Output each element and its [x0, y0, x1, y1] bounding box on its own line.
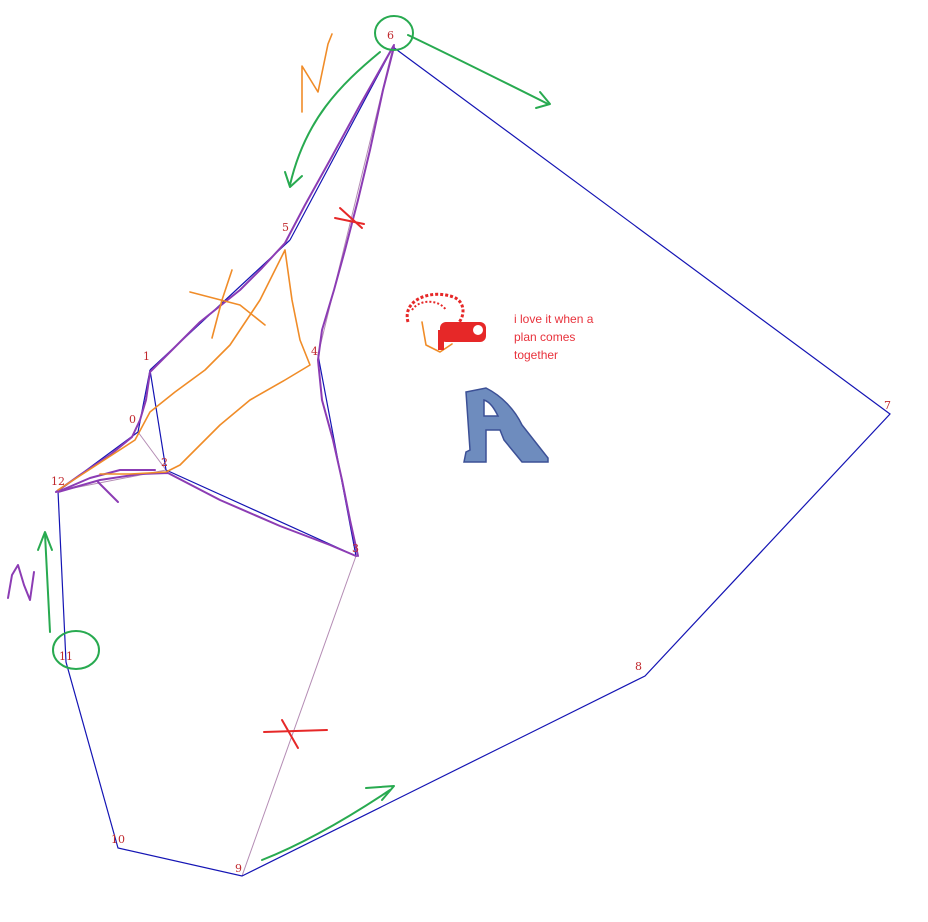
purple-trace-6-to-3: [317, 46, 395, 557]
vertex-label-4: 4: [311, 345, 318, 358]
vertex-label-7: 7: [884, 399, 891, 412]
red-crosses: [263, 207, 365, 749]
orange-trace-loop: [57, 249, 311, 491]
vertex-label-5: 5: [282, 221, 289, 234]
vertex-label-0: 0: [129, 413, 136, 426]
vertex-label-10: 10: [111, 833, 125, 846]
vertex-label-1: 1: [143, 350, 150, 363]
green-arrow-9-to-8: [261, 789, 391, 861]
blue-letter-a-icon: [463, 387, 549, 463]
vertex-labels: 0 1 2 3 4 5 6 7 8 9 10 11 12: [51, 29, 891, 875]
purple-traces: [7, 44, 395, 601]
green-arrow-up: [44, 533, 51, 633]
green-marks: [37, 15, 551, 861]
purple-trace-12-to-3: [57, 472, 357, 557]
red-cigar-doodle-icon: [405, 292, 486, 350]
vertex-label-8: 8: [635, 660, 642, 673]
vertex-label-3: 3: [352, 542, 359, 555]
polygon-inner-chain: [149, 354, 357, 558]
vertex-label-6: 6: [387, 29, 394, 42]
green-circle-vertex-11: [52, 630, 100, 670]
green-arrowhead-d: [365, 785, 395, 801]
orange-north-mark: [301, 33, 333, 113]
vertex-label-9: 9: [235, 862, 242, 875]
red-cross-lower-d: [281, 719, 299, 749]
note-line-3: together: [514, 348, 558, 362]
edge-5-6: [289, 46, 394, 241]
purple-trace-upper-left: [55, 44, 395, 493]
diagonal-3-9: [241, 555, 357, 877]
red-cross-upper-h: [334, 217, 365, 225]
green-arrow-6-down-left: [289, 51, 381, 186]
purple-scribble: [97, 481, 119, 503]
red-cross-upper-d: [339, 207, 363, 229]
vertex-label-12: 12: [51, 475, 65, 488]
red-cross-lower-h: [263, 729, 328, 733]
orange-doodle-hook: [421, 321, 453, 353]
green-arrowhead-b: [535, 91, 551, 109]
orange-star-a: [189, 291, 266, 326]
orange-traces: [57, 33, 453, 491]
green-arrowhead-c: [37, 531, 53, 551]
green-arrowhead-a: [284, 171, 303, 188]
purple-north-mark: [7, 564, 35, 601]
orange-star-b: [211, 269, 233, 339]
polygon-boundary: [57, 46, 891, 877]
note-text: i love it when a plan comes together: [514, 312, 594, 362]
green-arrow-6-right: [407, 34, 549, 105]
green-circle-vertex-6: [374, 15, 414, 51]
note-line-2: plan comes: [514, 330, 575, 344]
diagonal-lines: [57, 46, 394, 877]
diagonal-0-2: [137, 431, 167, 471]
vertex-label-2: 2: [161, 456, 168, 469]
vertex-label-11: 11: [59, 650, 73, 663]
note-line-1: i love it when a: [514, 312, 594, 326]
